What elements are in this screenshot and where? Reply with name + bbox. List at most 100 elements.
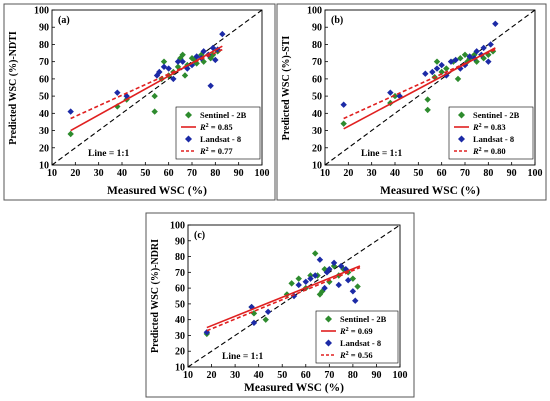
y-tick-label: 40 <box>175 315 185 326</box>
landsat-point <box>340 101 347 108</box>
landsat-point <box>209 44 217 52</box>
one-to-one-line <box>51 9 263 166</box>
sentinel-point <box>114 103 121 110</box>
panel-a-y-title: Predicted WSC (%)-NDTI <box>8 31 19 145</box>
sentinel-point <box>193 60 200 67</box>
sentinel-point <box>151 108 158 115</box>
landsat-point <box>114 89 121 96</box>
landsat-fit-line <box>206 266 361 332</box>
y-tick-label: 90 <box>312 23 322 34</box>
landsat-point <box>422 70 429 77</box>
x-tick-label: 20 <box>343 168 353 179</box>
landsat-point <box>387 89 394 96</box>
panel-b-frame <box>276 3 547 201</box>
landsat-point <box>290 292 298 300</box>
panel-b-plot-box <box>324 9 536 166</box>
landsat-point <box>438 61 445 69</box>
x-tick-label: 100 <box>255 168 270 179</box>
panel-a-frame <box>3 3 276 201</box>
landsat-point <box>323 269 331 276</box>
panel-c-marks <box>187 224 401 368</box>
y-tick-label: 30 <box>175 331 185 342</box>
panel-c: (c) Line = 1:1 Sentinel - 2B R2 = 0.69 L… <box>145 212 415 398</box>
x-tick-label: 80 <box>210 168 220 179</box>
y-tick-label: 10 <box>312 161 322 172</box>
legend-sentinel-r2: R2 = 0.85 <box>199 122 233 132</box>
panel-b-y-title: Predicted WSC (%)-STI <box>281 36 292 141</box>
landsat-point <box>170 75 177 83</box>
landsat-point <box>156 68 163 76</box>
landsat-point <box>487 41 494 48</box>
legend-landsat-label: Landsat - 8 <box>200 134 241 144</box>
y-tick-label: 50 <box>39 92 49 103</box>
x-tick-label: 10 <box>183 370 193 381</box>
landsat-point <box>433 65 441 72</box>
x-tick-label: 80 <box>348 370 358 381</box>
x-tick-label: 30 <box>367 168 377 179</box>
legend-landsat-marker <box>185 135 192 143</box>
landsat-point <box>179 58 186 65</box>
landsat-point <box>207 82 214 89</box>
y-tick-label: 70 <box>39 57 49 68</box>
sentinel-point <box>443 65 450 72</box>
y-tick-label: 80 <box>39 40 49 51</box>
legend-sentinel-r2: R2 = 0.83 <box>472 122 506 132</box>
y-tick-label: 100 <box>307 6 322 17</box>
panel-b-x-title: Measured WSC (%) <box>380 185 480 197</box>
landsat-point <box>307 275 314 282</box>
x-tick-label: 50 <box>413 168 423 179</box>
x-tick-label: 100 <box>393 370 408 381</box>
one-to-one-line <box>324 9 536 166</box>
y-tick-label: 70 <box>175 268 185 279</box>
landsat-point <box>264 308 272 315</box>
y-tick-label: 60 <box>39 74 49 85</box>
sentinel-point <box>424 106 431 114</box>
y-tick-label: 50 <box>175 299 185 310</box>
sentinel-point <box>288 280 295 287</box>
landsat-point <box>326 265 333 273</box>
landsat-point <box>200 48 207 55</box>
y-tick-label: 100 <box>34 6 49 17</box>
panel-c-legend: Sentinel - 2B R2 = 0.69 Landsat - 8 R2 =… <box>315 310 399 364</box>
landsat-point <box>212 56 219 64</box>
x-tick-label: 80 <box>483 168 493 179</box>
y-tick-label: 60 <box>312 74 322 85</box>
x-tick-label: 40 <box>117 168 127 179</box>
y-tick-label: 40 <box>39 109 49 120</box>
y-tick-label: 40 <box>312 109 322 120</box>
legend-landsat-r2: R2 = 0.80 <box>472 146 506 156</box>
sentinel-point <box>200 58 207 65</box>
panel-b-line-note: Line = 1:1 <box>361 149 403 159</box>
x-tick-label: 100 <box>528 168 543 179</box>
sentinel-point <box>209 51 217 58</box>
x-tick-label: 90 <box>507 168 517 179</box>
x-tick-label: 20 <box>70 168 80 179</box>
landsat-point <box>461 61 469 69</box>
x-tick-label: 60 <box>164 168 174 179</box>
landsat-point <box>429 68 436 76</box>
y-tick-label: 30 <box>312 126 322 137</box>
y-tick-label: 20 <box>175 347 185 358</box>
landsat-point <box>302 278 309 285</box>
landsat-fit-line <box>343 48 496 120</box>
landsat-point <box>188 61 196 69</box>
landsat-point <box>337 262 345 270</box>
legend-sentinel-marker <box>325 315 332 323</box>
legend-landsat-r2: R2 = 0.77 <box>199 146 233 156</box>
x-tick-label: 90 <box>371 370 381 381</box>
legend-sentinel-label: Sentinel - 2B <box>200 110 247 120</box>
landsat-point <box>174 58 182 65</box>
x-tick-label: 40 <box>390 168 400 179</box>
landsat-point <box>485 58 492 65</box>
y-tick-label: 20 <box>312 143 322 154</box>
sentinel-point <box>391 92 399 100</box>
x-tick-label: 30 <box>230 370 240 381</box>
y-tick-label: 30 <box>39 126 49 137</box>
panel-a: (a) Line = 1:1 Sentinel - 2B R2 = 0.85 L… <box>3 3 276 201</box>
panel-c-label: (c) <box>194 230 205 241</box>
y-tick-label: 90 <box>175 236 185 247</box>
x-tick-label: 60 <box>437 168 447 179</box>
x-tick-label: 70 <box>324 370 334 381</box>
panel-a-plot-box <box>51 9 263 166</box>
y-tick-label: 20 <box>39 143 49 154</box>
